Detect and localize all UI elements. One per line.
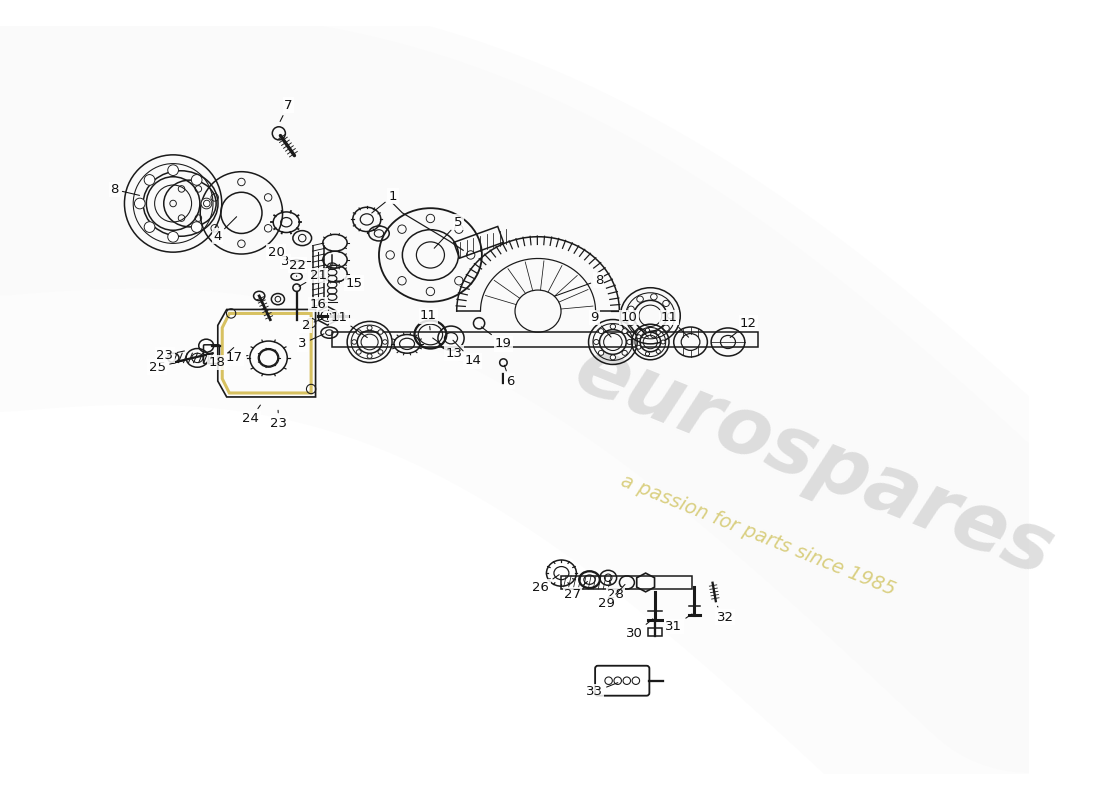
Text: 25: 25 <box>148 361 185 374</box>
Ellipse shape <box>668 313 674 319</box>
Text: 28: 28 <box>607 580 624 601</box>
Ellipse shape <box>650 332 657 338</box>
Ellipse shape <box>661 340 666 344</box>
Ellipse shape <box>657 330 660 334</box>
Text: 8: 8 <box>554 274 603 296</box>
Ellipse shape <box>356 330 361 334</box>
Ellipse shape <box>646 328 649 332</box>
Ellipse shape <box>621 350 627 355</box>
Text: 8: 8 <box>110 183 140 196</box>
Ellipse shape <box>627 339 632 345</box>
Ellipse shape <box>657 350 660 354</box>
Ellipse shape <box>144 174 155 186</box>
Text: 29: 29 <box>598 585 625 610</box>
Ellipse shape <box>662 325 669 331</box>
Text: 23: 23 <box>271 410 287 430</box>
Text: 20: 20 <box>267 246 294 263</box>
Text: 17: 17 <box>226 351 248 364</box>
Text: 18: 18 <box>209 347 233 369</box>
Ellipse shape <box>598 350 604 355</box>
Ellipse shape <box>378 330 383 334</box>
Ellipse shape <box>610 324 616 329</box>
Text: 13: 13 <box>432 338 462 360</box>
Text: eurospares: eurospares <box>563 330 1065 592</box>
Ellipse shape <box>201 198 212 209</box>
Ellipse shape <box>352 340 356 344</box>
Ellipse shape <box>356 350 361 354</box>
Ellipse shape <box>383 340 387 344</box>
Text: 26: 26 <box>532 574 559 594</box>
Ellipse shape <box>650 294 657 300</box>
Ellipse shape <box>168 165 178 175</box>
Ellipse shape <box>134 198 145 209</box>
Text: 11: 11 <box>660 311 689 338</box>
Ellipse shape <box>628 319 635 326</box>
Text: 6: 6 <box>504 365 514 388</box>
Ellipse shape <box>637 334 641 338</box>
Text: 33: 33 <box>585 682 618 698</box>
Text: 11: 11 <box>420 310 437 330</box>
Ellipse shape <box>662 300 669 306</box>
Ellipse shape <box>646 352 649 356</box>
Text: 3: 3 <box>282 255 310 268</box>
Text: 19: 19 <box>482 327 512 350</box>
Text: 21: 21 <box>299 269 327 286</box>
Text: 11: 11 <box>330 311 367 338</box>
Ellipse shape <box>637 330 644 335</box>
Bar <box>648 628 661 636</box>
Ellipse shape <box>144 222 155 233</box>
Ellipse shape <box>637 346 641 350</box>
Text: 14: 14 <box>453 340 481 367</box>
Ellipse shape <box>637 296 644 302</box>
Text: 12: 12 <box>730 317 757 338</box>
Text: 7: 7 <box>280 98 293 122</box>
Text: 30: 30 <box>626 619 652 641</box>
Text: 5: 5 <box>434 216 463 248</box>
Text: 27: 27 <box>564 582 587 601</box>
Ellipse shape <box>168 231 178 242</box>
Text: 1: 1 <box>372 190 397 213</box>
Text: 16: 16 <box>310 298 331 314</box>
Text: 2: 2 <box>301 318 323 332</box>
Ellipse shape <box>628 306 635 312</box>
Text: 22: 22 <box>289 258 306 277</box>
Text: 32: 32 <box>717 606 734 623</box>
Text: 10: 10 <box>620 311 648 338</box>
Ellipse shape <box>378 350 383 354</box>
Ellipse shape <box>367 354 372 358</box>
Text: 24: 24 <box>242 405 261 426</box>
Text: 15: 15 <box>334 277 362 290</box>
Ellipse shape <box>191 222 202 233</box>
Text: 23: 23 <box>156 349 185 362</box>
Ellipse shape <box>610 355 616 360</box>
Ellipse shape <box>191 174 202 186</box>
Text: 4: 4 <box>213 217 236 242</box>
Ellipse shape <box>598 329 604 334</box>
Text: 3: 3 <box>298 334 324 350</box>
Text: 9: 9 <box>590 311 612 337</box>
Text: 31: 31 <box>666 614 692 633</box>
Ellipse shape <box>594 339 598 345</box>
Ellipse shape <box>621 329 627 334</box>
Ellipse shape <box>367 326 372 330</box>
Text: a passion for parts since 1985: a passion for parts since 1985 <box>618 472 898 600</box>
